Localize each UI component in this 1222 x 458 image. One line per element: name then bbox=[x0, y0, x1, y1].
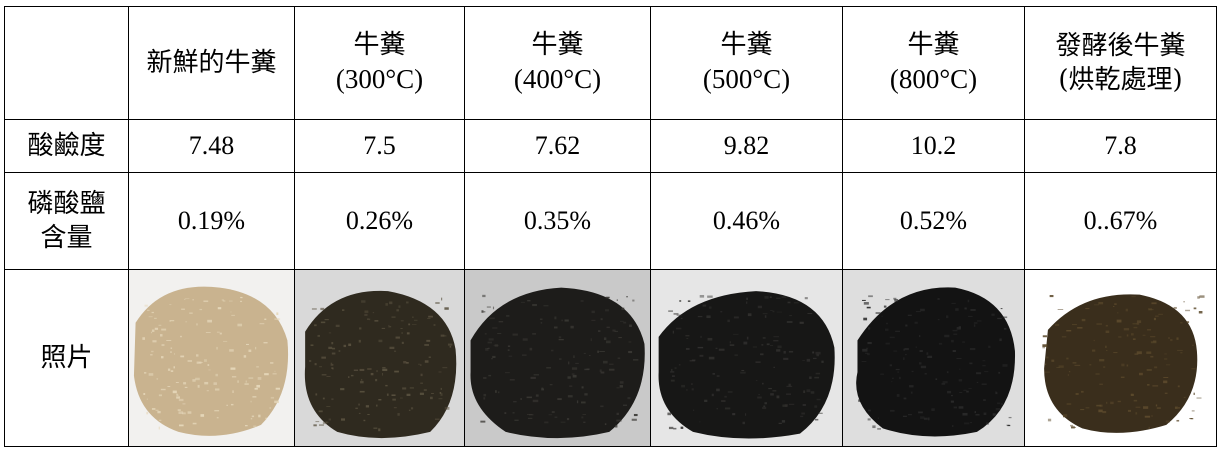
manure-500c-photo bbox=[651, 270, 842, 446]
cell-value: 10.2 bbox=[842, 119, 1025, 173]
header-label: 牛糞 bbox=[353, 30, 406, 61]
header-label: 牛糞 bbox=[907, 30, 960, 61]
header-corner-cell bbox=[4, 6, 129, 120]
header-cell-fresh: 新鮮的牛糞 bbox=[128, 6, 295, 120]
manure-400c-photo bbox=[465, 270, 650, 446]
header-temp: (500°C) bbox=[702, 64, 791, 95]
manure-300c-photo bbox=[295, 270, 464, 446]
header-cell-fermented: 發酵後牛糞 (烘乾處理) bbox=[1024, 6, 1217, 120]
cell-value: 0.35% bbox=[464, 172, 651, 270]
cell-value: 7.62 bbox=[464, 119, 651, 173]
header-sublabel: (烘乾處理) bbox=[1058, 65, 1183, 95]
cell-value: 9.82 bbox=[650, 119, 843, 173]
header-temp: (400°C) bbox=[513, 64, 602, 95]
header-row: 新鮮的牛糞 牛糞 (300°C) 牛糞 (400°C) 牛糞 (500°C) 牛… bbox=[4, 6, 1217, 120]
header-temp: (800°C) bbox=[889, 64, 978, 95]
comparison-table: 新鮮的牛糞 牛糞 (300°C) 牛糞 (400°C) 牛糞 (500°C) 牛… bbox=[4, 6, 1217, 447]
manure-800c-photo bbox=[843, 270, 1024, 446]
photo-cell bbox=[294, 269, 465, 447]
cell-value: 0.19% bbox=[128, 172, 295, 270]
row-label-line: 含量 bbox=[40, 223, 93, 253]
cell-value: 7.48 bbox=[128, 119, 295, 173]
photo-cell bbox=[464, 269, 651, 447]
photo-cell bbox=[650, 269, 843, 447]
row-label-ph: 酸鹼度 bbox=[4, 119, 129, 173]
table-row-photos: 照片 bbox=[4, 269, 1217, 447]
table-row-phosphate: 磷酸鹽 含量 0.19% 0.26% 0.35% 0.46% 0.52% 0..… bbox=[4, 172, 1217, 270]
header-cell-400c: 牛糞 (400°C) bbox=[464, 6, 651, 120]
fermented-manure-photo bbox=[1025, 270, 1216, 446]
header-label: 牛糞 bbox=[720, 30, 773, 61]
header-cell-300c: 牛糞 (300°C) bbox=[294, 6, 465, 120]
photo-cell bbox=[1024, 269, 1217, 447]
photo-cell bbox=[842, 269, 1025, 447]
table-row-ph: 酸鹼度 7.48 7.5 7.62 9.82 10.2 7.8 bbox=[4, 119, 1217, 173]
cell-value: 7.8 bbox=[1024, 119, 1217, 173]
row-label-phosphate: 磷酸鹽 含量 bbox=[4, 172, 129, 270]
header-temp: (300°C) bbox=[335, 64, 424, 95]
row-label-photo: 照片 bbox=[4, 269, 129, 447]
cell-value: 0.26% bbox=[294, 172, 465, 270]
cell-value: 0.52% bbox=[842, 172, 1025, 270]
cell-value: 7.5 bbox=[294, 119, 465, 173]
row-label-line: 磷酸鹽 bbox=[27, 188, 106, 219]
cell-value: 0..67% bbox=[1024, 172, 1217, 270]
photo-cell bbox=[128, 269, 295, 447]
fresh-manure-photo bbox=[129, 270, 294, 446]
header-cell-500c: 牛糞 (500°C) bbox=[650, 6, 843, 120]
header-label: 牛糞 bbox=[531, 30, 584, 61]
header-cell-800c: 牛糞 (800°C) bbox=[842, 6, 1025, 120]
cell-value: 0.46% bbox=[650, 172, 843, 270]
header-label: 發酵後牛糞 bbox=[1055, 30, 1186, 61]
header-label: 新鮮的牛糞 bbox=[146, 47, 277, 78]
